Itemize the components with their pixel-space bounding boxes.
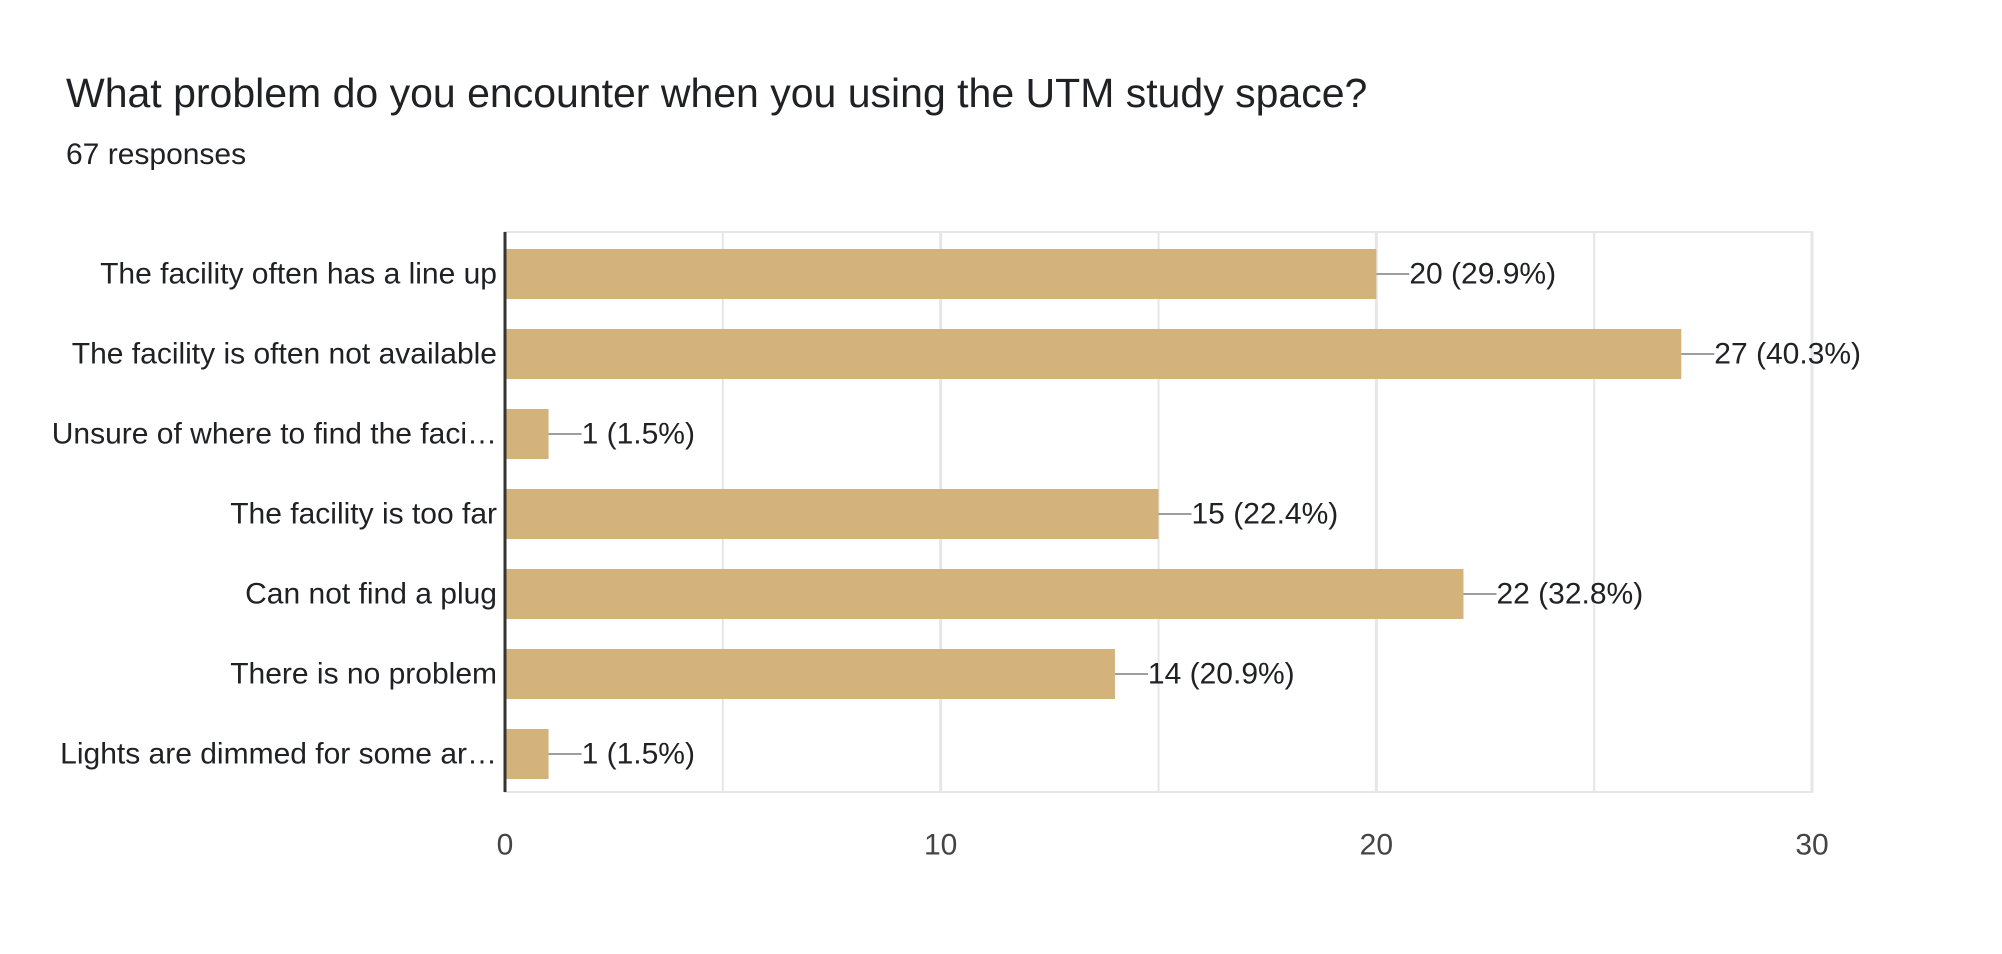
bar-value-label: 27 (40.3%) — [1714, 338, 1861, 371]
bar-value-label: 22 (32.8%) — [1496, 578, 1643, 611]
bar — [505, 249, 1377, 299]
category-label: Lights are dimmed for some ar… — [60, 738, 497, 771]
x-tick-label: 30 — [1795, 829, 1828, 862]
bar — [505, 649, 1115, 699]
category-label: The facility is often not available — [72, 338, 497, 371]
category-label: The facility is too far — [230, 498, 497, 531]
category-label: Unsure of where to find the faci… — [52, 418, 497, 451]
bar — [505, 729, 549, 779]
bar-value-label: 1 (1.5%) — [582, 738, 695, 771]
bar-value-label: 20 (29.9%) — [1409, 258, 1556, 291]
bar-value-label: 15 (22.4%) — [1192, 498, 1339, 531]
bar-value-label: 14 (20.9%) — [1148, 658, 1295, 691]
bar — [505, 409, 549, 459]
category-label: The facility often has a line up — [100, 258, 497, 291]
x-tick-label: 0 — [497, 829, 514, 862]
category-label: There is no problem — [230, 658, 497, 691]
chart-title: What problem do you encounter when you u… — [66, 70, 1368, 116]
x-tick-label: 10 — [924, 829, 957, 862]
bar — [505, 489, 1159, 539]
bar — [505, 329, 1682, 379]
bar — [505, 569, 1464, 619]
bar-value-label: 1 (1.5%) — [582, 418, 695, 451]
x-tick-label: 20 — [1360, 829, 1393, 862]
category-label: Can not find a plug — [245, 578, 497, 611]
response-count: 67 responses — [66, 138, 247, 171]
